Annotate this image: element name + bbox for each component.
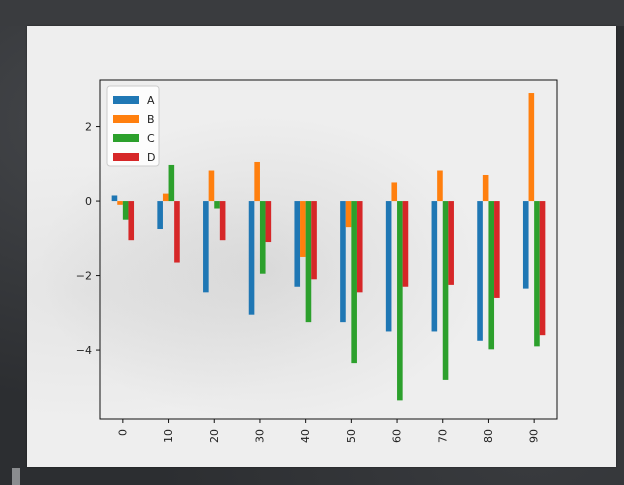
bar-c-70 — [442, 201, 449, 380]
bars-group — [111, 93, 546, 401]
bar-b-70 — [437, 170, 443, 202]
bar-b-50 — [345, 201, 352, 228]
legend-label-b: B — [147, 113, 155, 126]
bar-d-10 — [174, 201, 180, 263]
x-tick-label: 0 — [116, 429, 129, 436]
bar-d-50 — [356, 201, 363, 293]
bar-c-0 — [122, 201, 129, 220]
bar-c-40 — [305, 201, 312, 323]
x-tick-label: 50 — [345, 429, 358, 443]
bar-a-70 — [431, 201, 438, 332]
bar-d-60 — [402, 201, 409, 287]
legend-swatch-a — [113, 96, 139, 104]
bar-b-10 — [162, 193, 169, 202]
bar-c-90 — [534, 201, 540, 347]
y-tick-label: 2 — [85, 121, 92, 134]
bar-b-80 — [482, 174, 489, 202]
bar-b-20 — [208, 170, 215, 202]
bar-b-0 — [117, 201, 123, 205]
y-tick-label: 0 — [85, 195, 92, 208]
legend-label-c: C — [147, 132, 155, 145]
legend-swatch-b — [113, 115, 139, 123]
bar-d-90 — [539, 201, 546, 336]
y-tick-label: −2 — [76, 270, 92, 283]
x-tick-label: 90 — [528, 429, 541, 443]
bar-c-20 — [214, 201, 220, 209]
y-tick-label: −4 — [76, 344, 92, 357]
bar-b-40 — [300, 201, 306, 257]
legend-swatch-d — [113, 153, 139, 161]
bar-a-30 — [248, 201, 255, 315]
x-tick-label: 30 — [253, 429, 266, 443]
legend-label-d: D — [147, 151, 155, 164]
legend-label-a: A — [147, 94, 155, 107]
legend-box — [106, 85, 160, 167]
bar-a-20 — [203, 201, 209, 293]
legend-swatch-c — [113, 134, 139, 142]
bar-a-10 — [157, 201, 163, 230]
bar-d-0 — [128, 201, 135, 241]
scrollbar-handle[interactable] — [12, 468, 20, 485]
bar-a-60 — [385, 201, 392, 332]
window-top-bar — [0, 0, 624, 26]
x-tick-label: 60 — [391, 429, 404, 443]
x-tick-label: 40 — [299, 429, 312, 443]
bar-d-70 — [448, 201, 454, 285]
bar-d-30 — [265, 201, 272, 243]
bar-a-0 — [111, 195, 118, 202]
bar-c-10 — [168, 164, 175, 202]
x-tick-label: 20 — [208, 429, 221, 443]
bar-d-20 — [219, 201, 226, 241]
bar-d-80 — [494, 201, 500, 298]
x-tick-label: 70 — [436, 429, 449, 443]
bar-a-90 — [522, 201, 529, 289]
plot-area-frame — [99, 79, 558, 420]
x-tick-label: 10 — [162, 429, 175, 443]
bar-a-40 — [294, 201, 301, 287]
x-axis: 0 10 20 30 40 50 60 70 80 90 — [116, 419, 541, 443]
x-tick-label: 80 — [482, 429, 495, 443]
bar-b-60 — [391, 182, 398, 202]
bar-c-30 — [259, 201, 266, 274]
bar-d-40 — [311, 201, 317, 280]
bar-c-50 — [351, 201, 357, 364]
bar-c-60 — [397, 201, 403, 401]
bar-a-50 — [340, 201, 346, 323]
bar-a-80 — [477, 201, 483, 341]
y-axis: 2 0 −2 −4 — [76, 121, 100, 357]
bar-b-30 — [254, 161, 260, 202]
bar-c-80 — [488, 201, 495, 350]
bar-b-90 — [528, 93, 535, 202]
